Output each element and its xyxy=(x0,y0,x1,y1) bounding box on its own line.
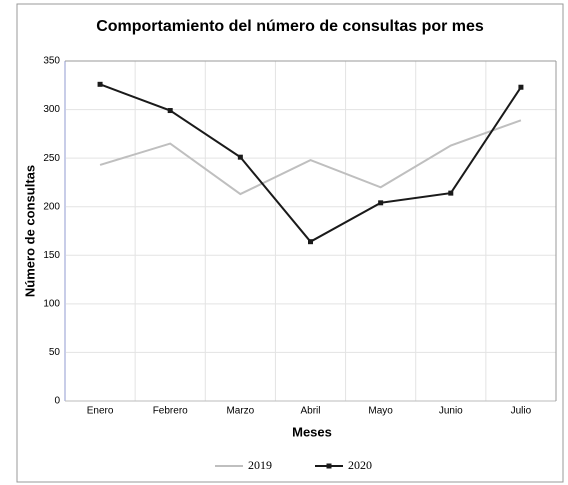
y-tick-label: 0 xyxy=(54,396,60,407)
point xyxy=(308,239,313,245)
chart-title: Comportamiento del número de consultas p… xyxy=(96,18,484,35)
legend-marker xyxy=(326,463,332,469)
point xyxy=(518,84,524,90)
legend-label: 2020 xyxy=(348,458,372,472)
y-tick-label: 250 xyxy=(43,153,60,164)
y-tick-label: 50 xyxy=(49,347,61,358)
x-tick-label: Abril xyxy=(300,406,320,417)
y-tick-label: 200 xyxy=(43,201,60,212)
point xyxy=(97,81,103,87)
legend-label: 2019 xyxy=(248,458,272,472)
y-tick-label: 300 xyxy=(43,104,60,115)
point xyxy=(448,190,454,196)
x-tick-label: Junio xyxy=(439,406,463,417)
x-tick-label: Enero xyxy=(87,406,114,417)
y-tick-label: 350 xyxy=(43,56,60,67)
x-tick-label: Julio xyxy=(511,406,532,417)
x-axis-label: Meses xyxy=(292,424,332,439)
x-tick-label: Marzo xyxy=(226,406,254,417)
point xyxy=(167,108,173,114)
y-tick-label: 100 xyxy=(43,298,60,309)
x-tick-label: Mayo xyxy=(368,406,393,417)
y-tick-label: 150 xyxy=(43,250,60,261)
point xyxy=(378,200,384,206)
series-line xyxy=(99,119,522,196)
point xyxy=(237,154,243,160)
frame xyxy=(16,3,564,483)
x-tick-label: Febrero xyxy=(153,406,188,417)
y-axis-label: Número de consultas xyxy=(22,165,37,297)
